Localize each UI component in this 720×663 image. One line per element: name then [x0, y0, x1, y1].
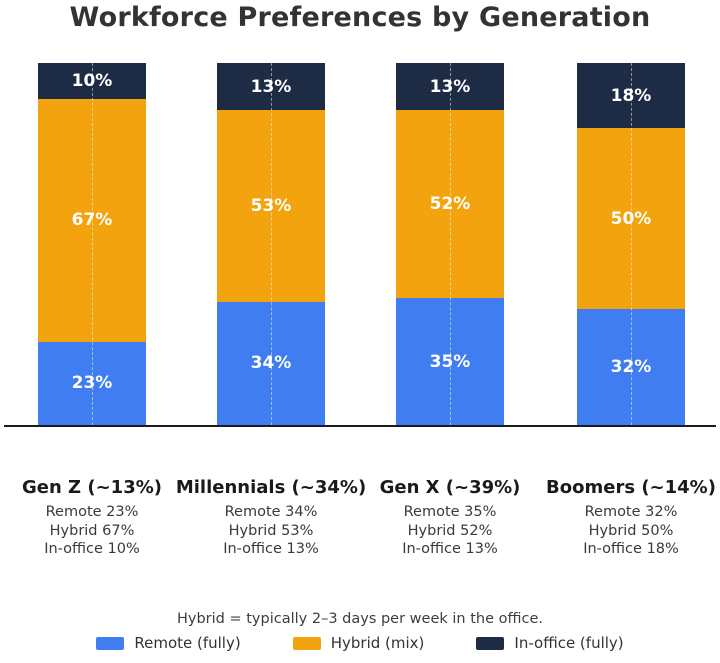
- caption-remote: Remote 35%: [403, 504, 497, 520]
- category-caption: Gen Z (~13%) Remote 23% Hybrid 67% In-offic…: [22, 477, 162, 559]
- segment-value-label: 13%: [429, 76, 471, 97]
- legend-item-remote: Remote (fully): [96, 634, 241, 652]
- segment-value-label: 13%: [250, 76, 292, 97]
- category-labels: Gen Z (~13%) Remote 23% Hybrid 67% In-offic…: [0, 477, 720, 562]
- caption-remote: Remote 34%: [224, 504, 318, 520]
- category-header: Millennials (~34%): [175, 477, 367, 498]
- caption-hybrid: Hybrid 67%: [49, 522, 135, 539]
- hybrid-legend-swatch: [292, 636, 321, 650]
- remote-legend-swatch: [96, 636, 125, 650]
- legend-label: Hybrid (mix): [330, 634, 425, 652]
- segment-value-label: 23%: [71, 373, 113, 394]
- inoffice-legend-swatch: [476, 636, 505, 650]
- bar-center-gridline: [271, 63, 272, 425]
- category-header: Boomers (~14%): [546, 477, 716, 498]
- legend-item-hybrid: Hybrid (mix): [292, 634, 425, 652]
- segment-value-label: 35%: [429, 351, 471, 372]
- caption-remote: Remote 23%: [45, 504, 139, 520]
- legend-item-inoffice: In-office (fully): [476, 634, 624, 652]
- bar-column: 13% 53% 34%: [217, 63, 325, 425]
- plot-area: 10% 67% 23% 13% 53% 34% 13% 52% 35% 18% 50% 32%: [0, 63, 720, 427]
- caption-remote: Remote 32%: [584, 504, 678, 520]
- caption-inoffice: In-office 13%: [223, 541, 319, 557]
- bar-column: 13% 52% 35%: [396, 63, 504, 425]
- caption-inoffice: In-office 13%: [402, 541, 498, 557]
- segment-value-label: 18%: [610, 85, 652, 106]
- category-header: Gen Z (~13%): [21, 477, 163, 498]
- segment-value-label: 52%: [429, 194, 471, 215]
- caption-hybrid: Hybrid 50%: [588, 522, 674, 539]
- chart-title: Workforce Preferences by Generation: [69, 2, 651, 33]
- segment-value-label: 67%: [71, 210, 113, 231]
- caption-hybrid: Hybrid 53%: [228, 522, 314, 539]
- bar-center-gridline: [92, 63, 93, 425]
- category-caption: Millennials (~34%) Remote 34% Hybrid 53% In…: [176, 477, 366, 559]
- legend: Remote (fully) Hybrid (mix) In-office (ful…: [0, 634, 720, 652]
- category-caption: Gen X (~39%) Remote 35% Hybrid 52% In-offic…: [380, 477, 521, 559]
- bar-column: 10% 67% 23%: [38, 63, 146, 425]
- category-caption: Boomers (~14%) Remote 32% Hybrid 50% In-off…: [546, 477, 716, 559]
- bar-column: 18% 50% 32%: [577, 63, 685, 425]
- caption-inoffice: In-office 10%: [44, 541, 140, 557]
- legend-label: Remote (fully): [134, 634, 241, 652]
- caption-inoffice: In-office 18%: [583, 541, 679, 557]
- footnote: Hybrid = typically 2–3 days per week in …: [176, 611, 544, 627]
- caption-hybrid: Hybrid 52%: [407, 522, 493, 539]
- category-header: Gen X (~39%): [379, 477, 521, 498]
- segment-value-label: 32%: [610, 357, 652, 378]
- bar-center-gridline: [631, 63, 632, 425]
- segment-value-label: 50%: [610, 208, 652, 229]
- legend-label: In-office (fully): [514, 634, 624, 652]
- segment-value-label: 10%: [71, 71, 113, 92]
- segment-value-label: 34%: [250, 353, 292, 374]
- segment-value-label: 53%: [250, 195, 292, 216]
- x-axis-line: [4, 425, 716, 427]
- bar-center-gridline: [450, 63, 451, 425]
